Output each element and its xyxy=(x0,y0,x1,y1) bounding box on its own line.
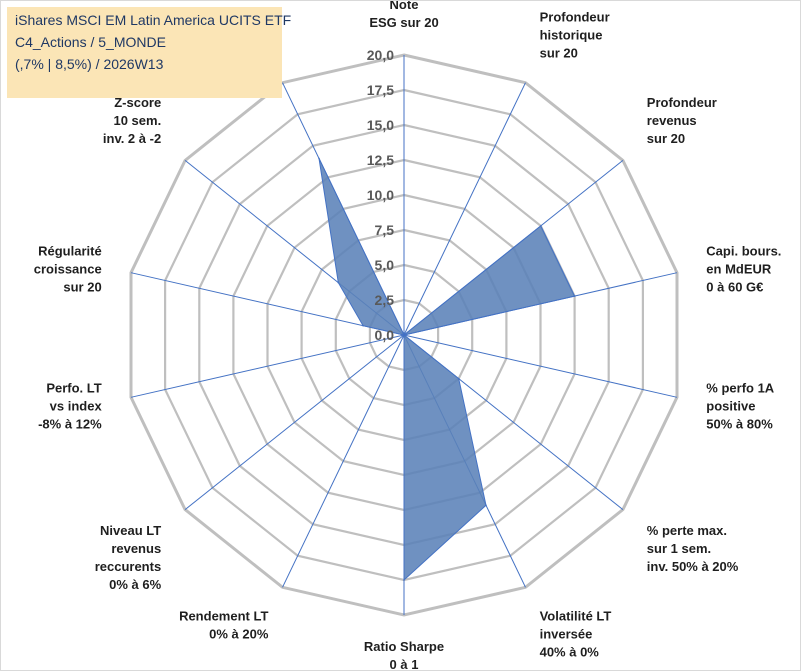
tick-label: 2,5 xyxy=(375,292,395,308)
data-point xyxy=(403,579,405,581)
axis-label: Ratio Sharpe 0 à 1 xyxy=(364,639,444,670)
axis-label-line: inv. 50% à 20% xyxy=(647,559,739,574)
axis-label: Régularité croissance sur 20 xyxy=(34,244,102,295)
axis-label-line: 50% à 80% xyxy=(706,417,773,432)
axis-label-line: Niveau LT xyxy=(100,523,161,538)
fund-category: C4_Actions / 5_MONDE xyxy=(15,34,166,50)
axis-label: Note ESG sur 20 xyxy=(369,1,438,30)
axis-label-line: reccurents xyxy=(95,559,161,574)
axis-label-line: ESG sur 20 xyxy=(369,15,438,30)
radar-spoke xyxy=(184,334,405,510)
tick-label: 15,0 xyxy=(367,117,394,133)
axis-label-line: 10 sem. xyxy=(113,113,161,128)
fund-summary: (,7% | 8,5%) / 2026W13 xyxy=(15,56,164,72)
radar-spoke xyxy=(130,272,405,336)
axis-label-line: revenus xyxy=(111,541,161,556)
axis-label-line: Régularité xyxy=(38,244,102,259)
axis-label-line: sur 20 xyxy=(63,280,101,295)
axis-label-line: positive xyxy=(706,399,755,414)
fund-name: iShares MSCI EM Latin America UCITS ETF xyxy=(15,12,292,28)
axis-label-line: Profondeur xyxy=(647,95,717,110)
axis-label-line: 40% à 0% xyxy=(540,645,600,660)
radar-spoke xyxy=(403,82,526,336)
data-point xyxy=(318,157,320,160)
axis-label-line: en MdEUR xyxy=(706,262,772,277)
axis-label-line: Profondeur xyxy=(540,10,610,25)
axis-label-line: Z-score xyxy=(114,95,161,110)
data-point xyxy=(573,295,576,297)
axis-label-line: sur 1 sem. xyxy=(647,541,711,556)
data-point xyxy=(362,324,364,327)
axis-label-line: Rendement LT xyxy=(179,609,268,624)
axis-label-line: vs index xyxy=(50,399,103,414)
data-point xyxy=(337,281,340,284)
axis-label: % perfo 1A positive 50% à 80% xyxy=(706,381,775,432)
tick-label: 5,0 xyxy=(375,257,395,273)
axis-label-line: Ratio Sharpe xyxy=(364,639,444,654)
axis-label: Volatilité LT inversée 40% à 0% xyxy=(540,609,612,660)
axis-label: Perfo. LT vs index -8% à 12% xyxy=(38,381,102,432)
data-point xyxy=(540,225,542,227)
tick-label: 20,0 xyxy=(367,47,394,63)
radial-tick-labels: 0,0 2,5 5,0 7,5 10,0 12,5 15,0 17,5 20,0 xyxy=(367,47,394,343)
axis-label-line: croissance xyxy=(34,262,102,277)
data-point xyxy=(457,377,460,380)
series-area xyxy=(318,158,576,582)
tick-label: 12,5 xyxy=(367,152,394,168)
axis-label: Profondeur historique sur 20 xyxy=(540,10,610,61)
axis-label-line: historique xyxy=(540,28,603,43)
radar-series xyxy=(318,157,576,582)
axis-label-line: sur 20 xyxy=(540,46,578,61)
axis-label-line: Volatilité LT xyxy=(540,609,612,624)
axis-label-line: revenus xyxy=(647,113,697,128)
chart-title-box: iShares MSCI EM Latin America UCITS ETF … xyxy=(7,7,291,98)
axis-label-line: Note xyxy=(390,1,419,12)
axis-label-line: 0% à 20% xyxy=(209,627,269,642)
tick-label: 0,0 xyxy=(375,327,395,343)
tick-label: 17,5 xyxy=(367,82,394,98)
axis-label-line: sur 20 xyxy=(647,131,685,146)
axis-label: Capi. bours. en MdEUR 0 à 60 G€ xyxy=(706,244,781,295)
tick-label: 7,5 xyxy=(375,222,395,238)
axis-label-line: Capi. bours. xyxy=(706,244,781,259)
axis-label: Profondeur revenus sur 20 xyxy=(647,95,717,146)
data-point xyxy=(485,504,487,507)
axis-label-line: 0 à 1 xyxy=(390,657,419,670)
radar-spoke xyxy=(403,334,678,398)
data-point xyxy=(403,334,405,336)
axis-label-line: % perte max. xyxy=(647,523,727,538)
axis-label: Niveau LT revenus reccurents 0% à 6% xyxy=(95,523,162,592)
axis-label-line: inversée xyxy=(540,627,593,642)
axis-labels: Note ESG sur 20 Profondeur historique sur 20… xyxy=(34,1,782,670)
axis-label: Z-score 10 sem. inv. 2 à -2 xyxy=(103,95,161,146)
axis-label-line: Perfo. LT xyxy=(46,381,101,396)
tick-label: 10,0 xyxy=(367,187,394,203)
axis-label-line: 0 à 60 G€ xyxy=(706,280,763,295)
radar-spoke xyxy=(282,334,405,588)
axis-label-line: % perfo 1A xyxy=(706,381,775,396)
axis-label-line: -8% à 12% xyxy=(38,417,102,432)
axis-label: % perte max. sur 1 sem. inv. 50% à 20% xyxy=(647,523,739,574)
radar-spoke xyxy=(130,334,405,398)
axis-label-line: inv. 2 à -2 xyxy=(103,131,161,146)
axis-label-line: 0% à 6% xyxy=(109,577,161,592)
axis-label: Rendement LT 0% à 20% xyxy=(179,609,269,642)
